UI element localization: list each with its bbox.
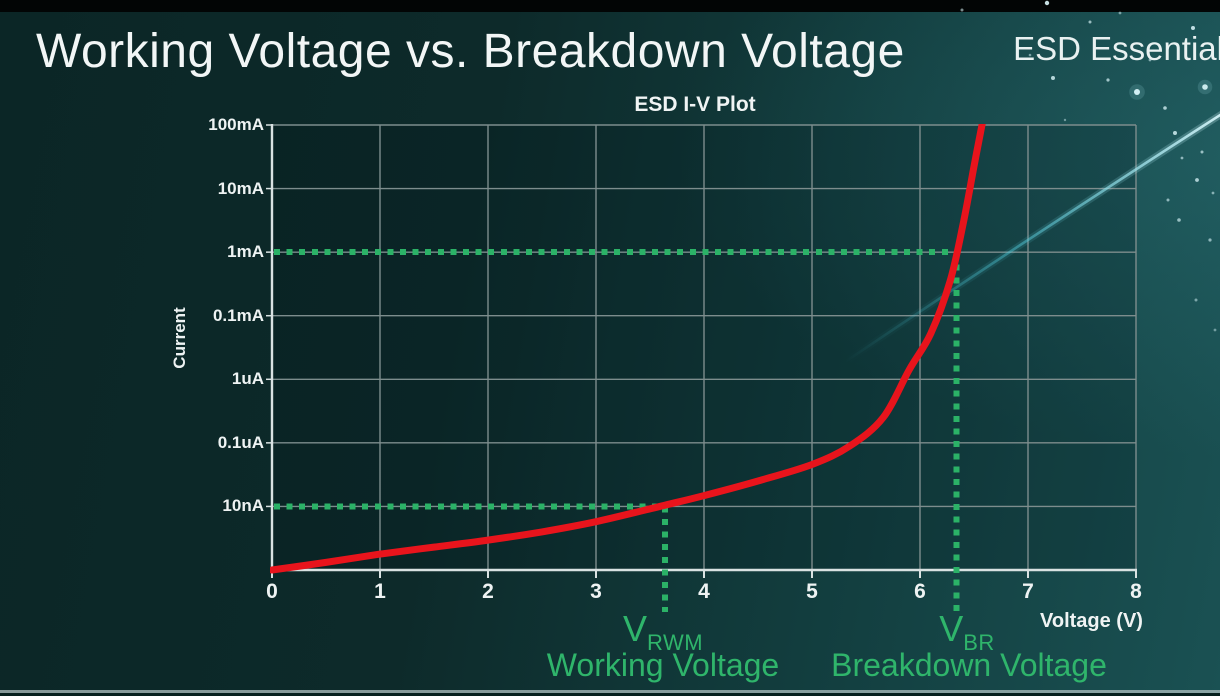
particle (1106, 78, 1110, 82)
particle (1173, 131, 1177, 135)
bottom-edge (0, 693, 1220, 696)
vbr-symbol: V (939, 608, 964, 649)
x-tick-label: 4 (698, 580, 710, 603)
particle (1134, 89, 1140, 95)
slide-title: Working Voltage vs. Breakdown Voltage (36, 25, 905, 78)
y-tick-label: 0.1mA (212, 305, 264, 325)
particle (1163, 106, 1167, 110)
particle (1211, 191, 1215, 195)
particle (1208, 238, 1212, 242)
x-tick-label: 8 (1130, 580, 1142, 603)
particle (1200, 150, 1204, 154)
particle (1195, 178, 1199, 182)
y-tick-label: 1mA (227, 242, 264, 262)
x-tick-label: 0 (266, 580, 278, 603)
y-tick-label: 1uA (231, 369, 264, 389)
particle (1180, 156, 1184, 160)
particle (1063, 118, 1067, 122)
background-swoosh (843, 110, 1220, 365)
working-voltage-caption: Working Voltage (546, 647, 780, 683)
particle (1194, 298, 1198, 302)
particle (1202, 84, 1208, 90)
y-tick-label: 0.1uA (217, 432, 264, 452)
particle (1044, 0, 1050, 6)
iv-curve (270, 124, 986, 574)
particle (1166, 198, 1170, 202)
particle (1191, 26, 1195, 30)
x-tick-label: 1 (374, 580, 386, 603)
plot-axes (266, 124, 1137, 578)
vbr-subscript: BR (963, 630, 995, 655)
particle-field (960, 0, 1217, 332)
swoosh-line (844, 113, 1220, 364)
particle (960, 8, 964, 12)
y-tick-label: 10mA (217, 178, 264, 198)
x-axis-title: Voltage (V) (1040, 610, 1143, 632)
vrwm-symbol: V (622, 608, 647, 649)
particle (1118, 11, 1122, 15)
chart-title: ESD I-V Plot (634, 93, 756, 116)
vrwm-subscript: RWM (646, 630, 704, 655)
brand-text: ESD Essential (1013, 30, 1220, 67)
particle (1213, 328, 1217, 332)
x-tick-label: 7 (1022, 580, 1034, 603)
y-tick-label: 100mA (208, 115, 264, 134)
annotation-dotted-lines (274, 249, 960, 612)
iv-curve-layer (270, 124, 986, 574)
top-black-bar (0, 0, 1220, 12)
particle (1148, 58, 1152, 62)
vrwm-label: VRWM (622, 608, 703, 655)
x-tick-label: 5 (806, 580, 818, 603)
y-axis-title: Current (170, 307, 189, 369)
x-tick-label: 6 (914, 580, 926, 603)
particle (1177, 218, 1181, 222)
breakdown-voltage-caption: Breakdown Voltage (831, 647, 1107, 683)
x-tick-label: 3 (590, 580, 602, 603)
particle (1088, 20, 1092, 24)
y-tick-label: 10nA (222, 496, 264, 516)
vbr-label: VBR (939, 608, 995, 655)
x-tick-label: 2 (482, 580, 494, 603)
particle (1028, 53, 1032, 57)
particle (1051, 76, 1055, 80)
bottom-strip (0, 690, 1220, 693)
